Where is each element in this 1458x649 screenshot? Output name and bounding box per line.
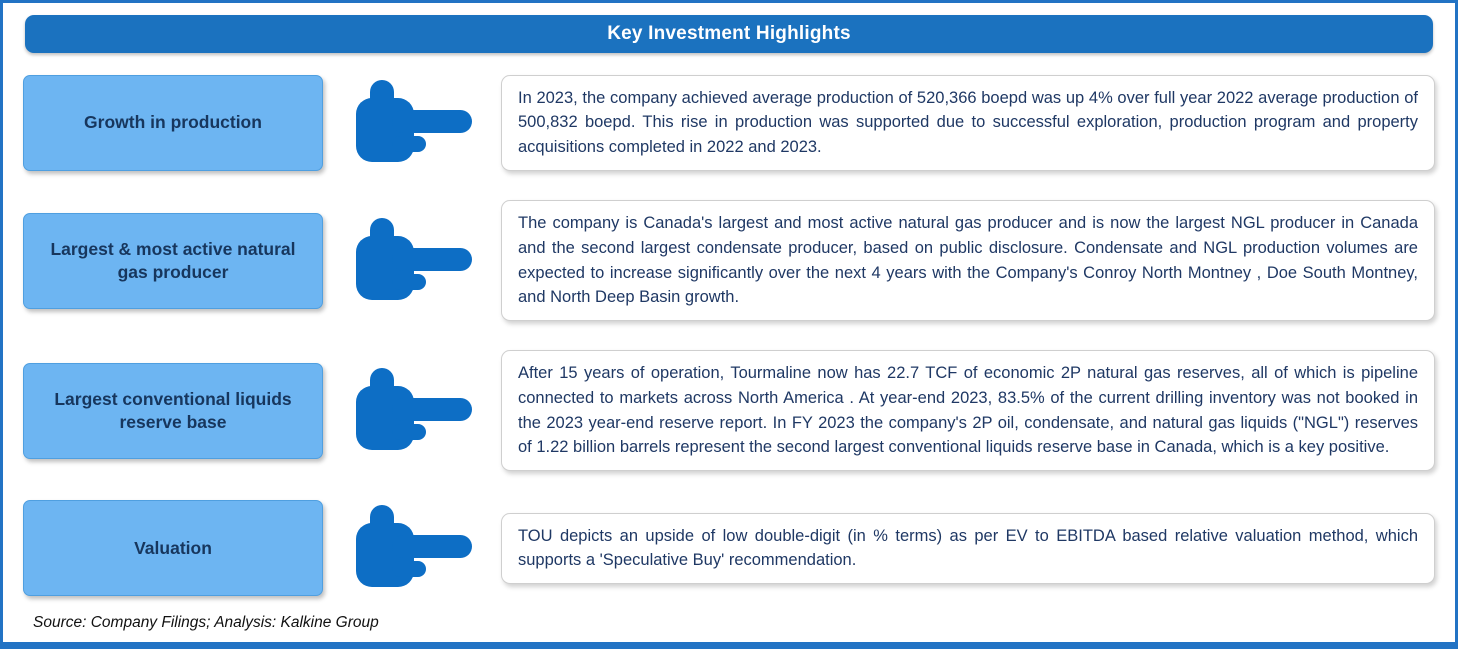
pointing-hand-icon (337, 216, 487, 306)
highlight-text: In 2023, the company achieved average pr… (518, 88, 1418, 157)
pointing-hand-icon (337, 503, 487, 593)
highlight-label: Valuation (134, 538, 212, 559)
footer: Source: Company Filings; Analysis: Kalki… (19, 608, 1439, 636)
highlight-text: The company is Canada's largest and most… (518, 214, 1418, 307)
highlight-label: Growth in production (84, 112, 262, 133)
highlight-text-card: After 15 years of operation, Tourmaline … (501, 350, 1435, 472)
highlight-row: Growth in production In 2023, the compan… (23, 74, 1435, 171)
page-title: Key Investment Highlights (607, 23, 851, 44)
highlight-row: Valuation TOU depicts an upside of low d… (23, 500, 1435, 597)
header-bar: Key Investment Highlights (25, 15, 1433, 53)
highlight-text-card: TOU depicts an upside of low double-digi… (501, 512, 1435, 585)
highlight-row: Largest conventional liquids reserve bas… (23, 350, 1435, 472)
highlight-label-box: Largest & most active natural gas produc… (23, 212, 323, 309)
highlight-text: After 15 years of operation, Tourmaline … (518, 364, 1418, 457)
highlight-text-card: In 2023, the company achieved average pr… (501, 74, 1435, 171)
pointing-hand-icon (337, 366, 487, 456)
highlight-text-card: The company is Canada's largest and most… (501, 200, 1435, 322)
highlight-label: Largest conventional liquids reserve bas… (54, 388, 292, 432)
highlight-row: Largest & most active natural gas produc… (23, 200, 1435, 322)
highlight-label-box: Valuation (23, 500, 323, 597)
highlight-text: TOU depicts an upside of low double-digi… (518, 526, 1418, 570)
highlight-label-box: Largest conventional liquids reserve bas… (23, 362, 323, 459)
highlight-rows: Growth in production In 2023, the compan… (19, 59, 1439, 608)
pointing-hand-icon (337, 78, 487, 168)
source-note: Source: Company Filings; Analysis: Kalki… (33, 614, 379, 631)
highlight-label: Largest & most active natural gas produc… (50, 238, 296, 282)
highlight-label-box: Growth in production (23, 74, 323, 171)
